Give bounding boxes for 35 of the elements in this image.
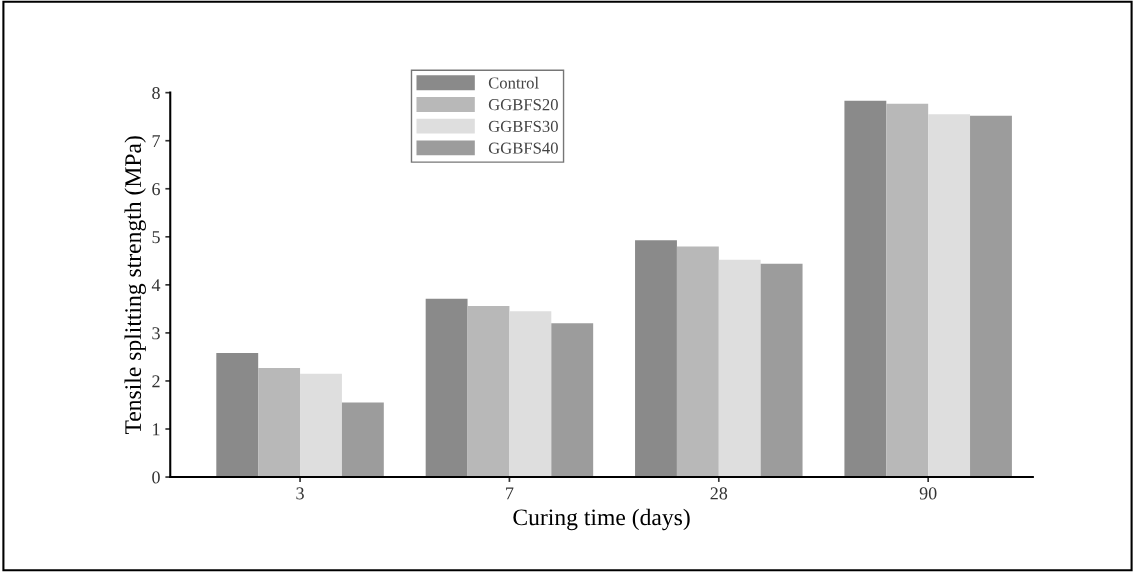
bar <box>341 402 384 478</box>
y-tick-label: 7 <box>152 135 161 147</box>
y-tick-label: 4 <box>151 279 161 292</box>
x-tick-label: 28 <box>710 487 728 500</box>
y-axis-title: Tensile splitting strength (MPa) <box>124 136 146 435</box>
bar <box>676 246 719 478</box>
bar <box>551 323 594 478</box>
y-tick-label: 0 <box>152 471 160 484</box>
x-axis-title: Curing time (days) <box>513 508 690 531</box>
bar <box>886 103 929 478</box>
bar <box>258 367 301 478</box>
bar <box>760 263 803 478</box>
y-tick-label: 8 <box>152 86 160 100</box>
y-tick-label: 5 <box>152 231 160 244</box>
legend-label: GGBFS40 <box>488 142 558 154</box>
bar <box>425 298 468 478</box>
bar <box>844 100 887 478</box>
y-tick-label: 3 <box>152 327 160 340</box>
bar <box>718 259 761 478</box>
bar <box>216 353 259 478</box>
bar <box>928 114 971 478</box>
bar <box>300 373 342 478</box>
x-tick-label: 3 <box>296 487 304 500</box>
x-tick-label: 7 <box>506 487 514 500</box>
bar <box>635 240 677 478</box>
bar <box>509 311 552 478</box>
legend-label: GGBFS30 <box>488 120 558 133</box>
legend-label: GGBFS20 <box>488 99 558 111</box>
legend-label: Control <box>488 76 539 89</box>
y-tick-label: 1 <box>153 423 160 436</box>
x-tick-label: 90 <box>919 487 937 500</box>
bar <box>467 306 510 478</box>
bar <box>970 115 1012 478</box>
y-tick-label: 6 <box>152 183 160 196</box>
y-tick-label: 2 <box>152 375 160 388</box>
